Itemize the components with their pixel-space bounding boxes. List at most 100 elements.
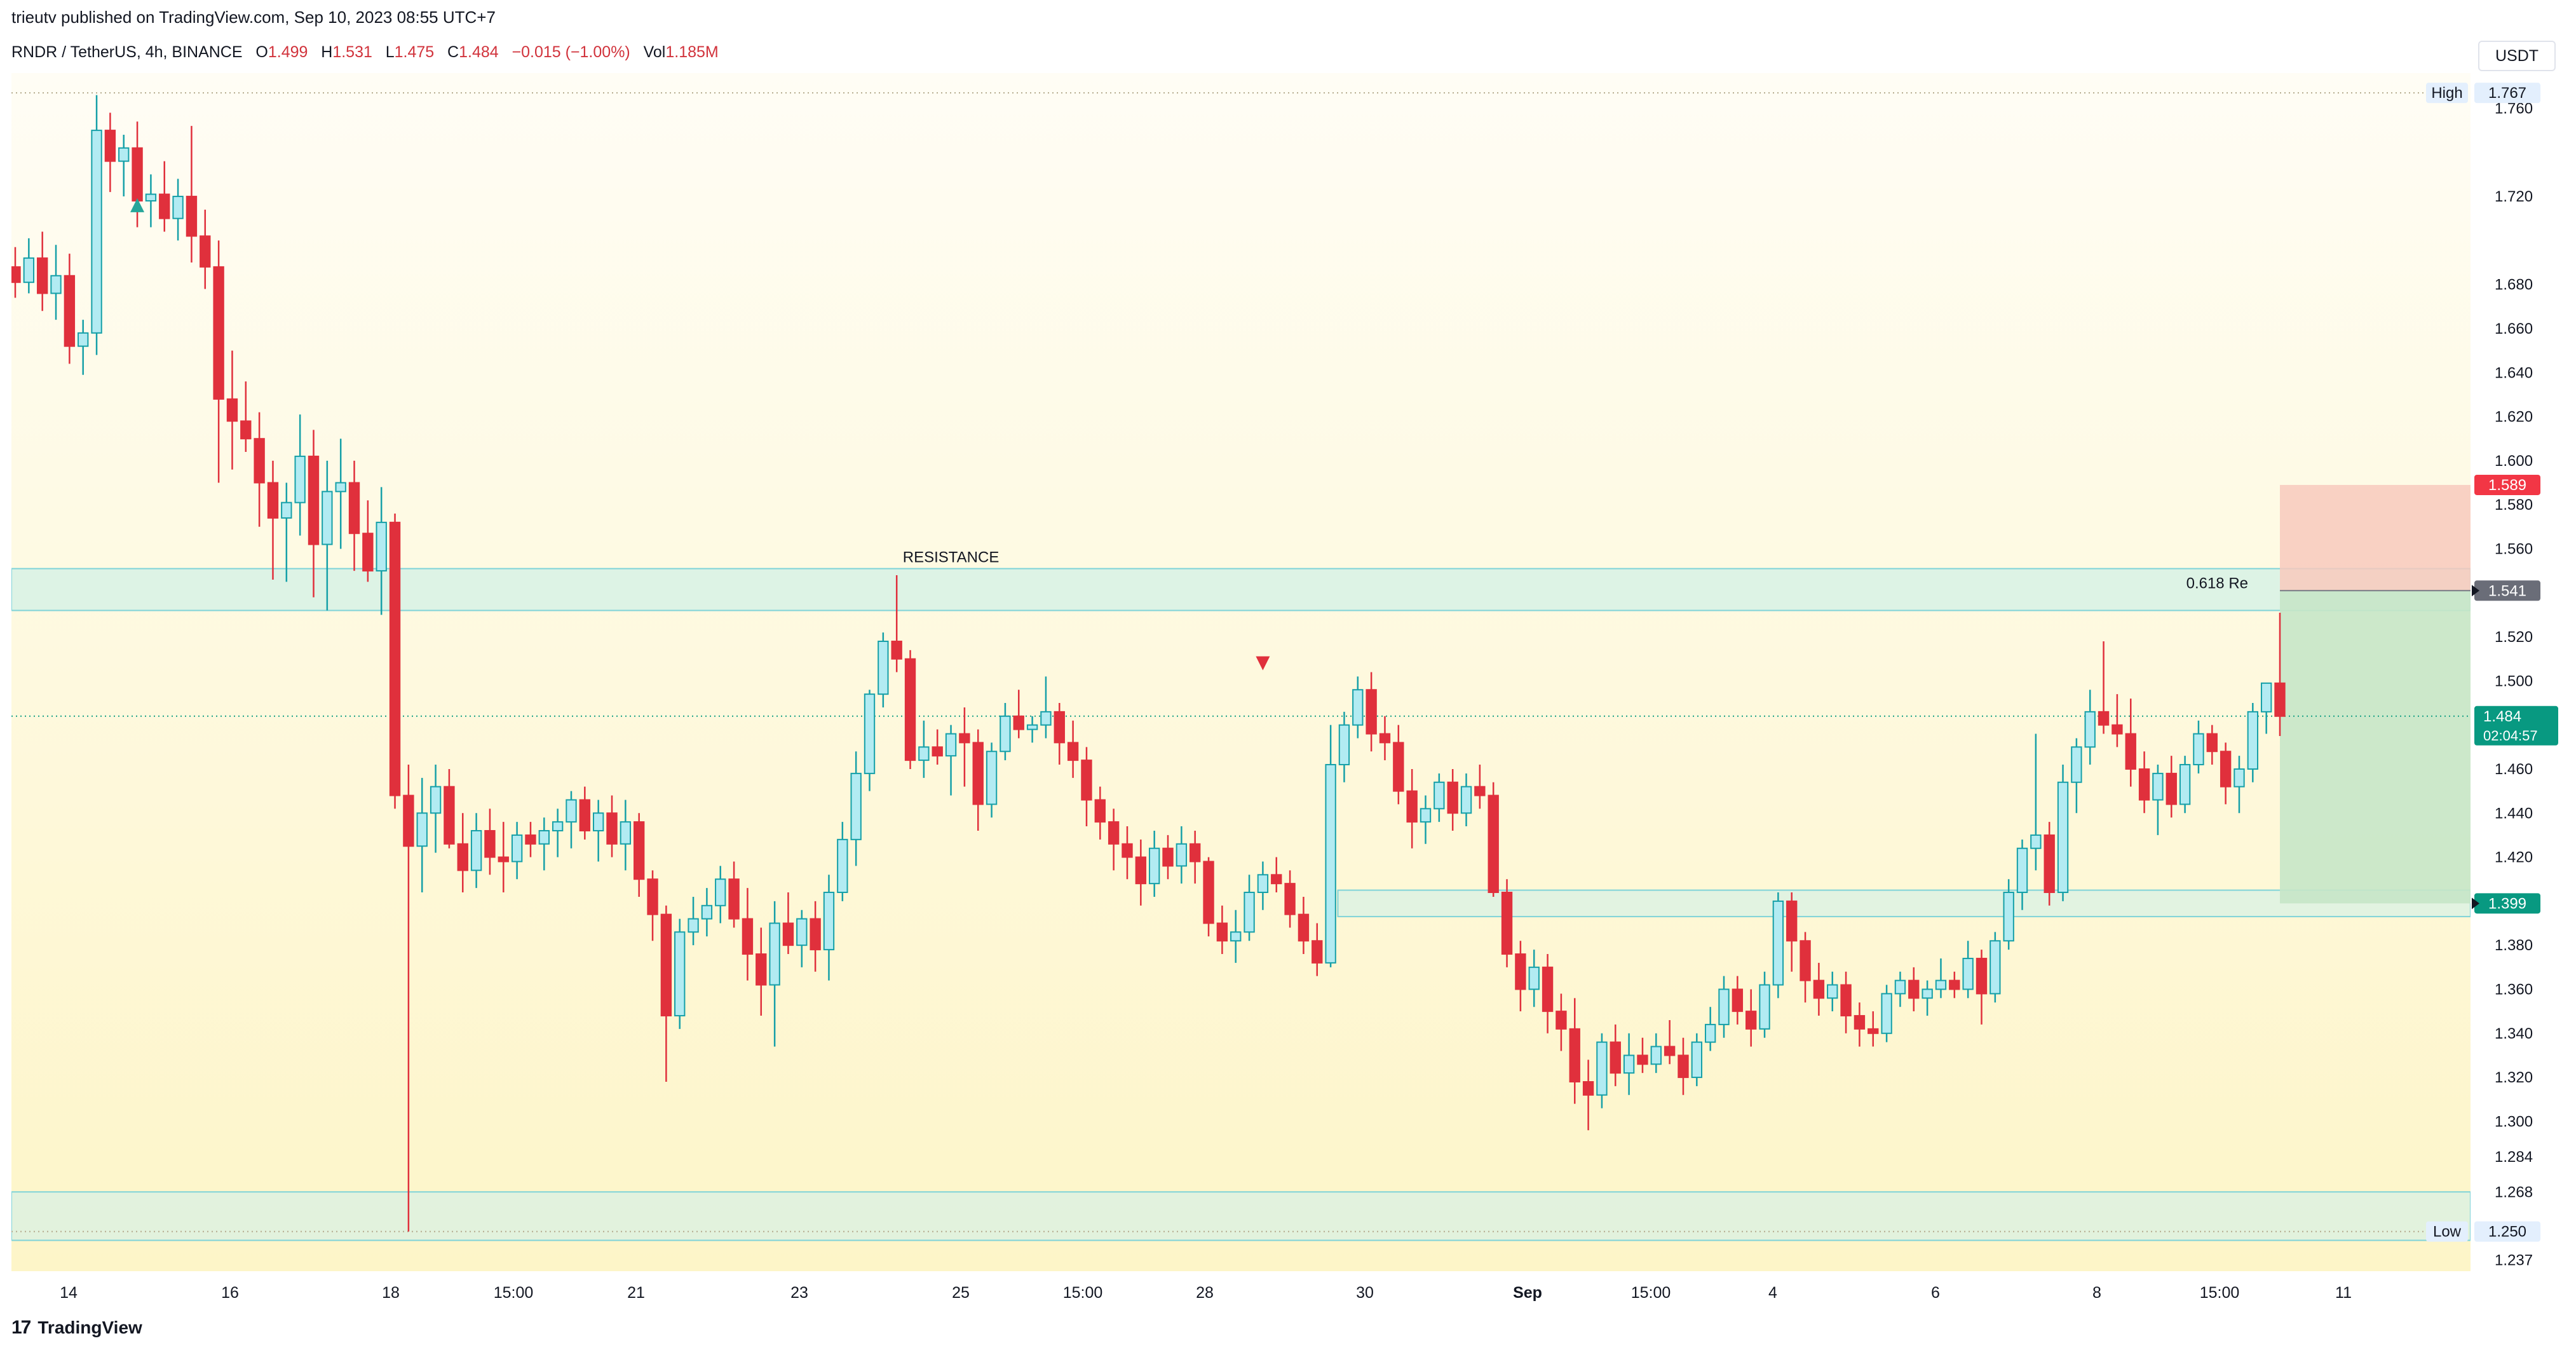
candle-body [267, 482, 279, 519]
candle-body [1244, 892, 1255, 933]
symbol-legend: RNDR / TetherUS, 4h, BINANCE O1.499 H1.5… [11, 43, 719, 62]
resistance-label: RESISTANCE [903, 549, 1000, 566]
chart-background [11, 73, 2471, 1271]
candle-body [742, 918, 754, 955]
price-tick-label: 1.340 [2495, 1025, 2533, 1042]
candle-body [525, 834, 536, 845]
candle-body [1596, 1041, 1608, 1096]
time-tick-label: 15:00 [1631, 1284, 1671, 1302]
buy-signal-icon [130, 198, 145, 212]
candle-body [878, 640, 889, 695]
price-tick-label: 1.300 [2495, 1113, 2533, 1130]
candle-body [1528, 966, 1540, 990]
candle-body [756, 953, 767, 986]
candle-body [592, 812, 604, 831]
price-tick-label: 1.680 [2495, 276, 2533, 294]
candle-body [2016, 847, 2028, 894]
candle-body [132, 147, 143, 201]
candle-body [1786, 900, 1798, 942]
price-tick-label: 1.360 [2495, 981, 2533, 998]
candle-body [1542, 966, 1554, 1012]
resistance-zone [11, 568, 2471, 611]
candle-body [1298, 913, 1310, 942]
candle-body [2071, 746, 2082, 783]
candle-body [986, 751, 998, 805]
candle-body [11, 266, 21, 283]
candle-body [2193, 733, 2204, 766]
candle-body [904, 658, 916, 761]
time-tick-label: 28 [1196, 1284, 1214, 1302]
candle-body [348, 482, 360, 535]
target-price-tag-label: 1.399 [2488, 895, 2526, 912]
open-label: O [255, 43, 268, 61]
candle-body [1894, 979, 1906, 995]
price-tick-label: 1.520 [2495, 629, 2533, 646]
candle-body [1582, 1081, 1594, 1096]
time-tick-label: 21 [627, 1284, 645, 1302]
time-tick-label: 30 [1356, 1284, 1374, 1302]
candle-body [538, 829, 550, 845]
candle-body [1406, 790, 1418, 823]
candle-body [1746, 1011, 1757, 1030]
candle-body [620, 821, 632, 845]
candle-body [1922, 988, 1933, 999]
candle-body [823, 892, 835, 951]
candle-body [498, 856, 509, 862]
symbol-name[interactable]: RNDR / TetherUS, 4h, BINANCE [11, 43, 243, 61]
published-line: trieutv published on TradingView.com, Se… [11, 8, 496, 27]
time-tick-label: 15:00 [494, 1284, 534, 1302]
support-zone [11, 1191, 2471, 1241]
candle-body [1759, 984, 1770, 1030]
candle-body [145, 193, 157, 201]
candle-body [2030, 834, 2042, 849]
candle-body [1040, 711, 1052, 726]
candle-body [2166, 772, 2177, 805]
entry-price-tag-label: 1.541 [2488, 582, 2526, 599]
candle-body [240, 420, 252, 440]
candle-body [1284, 883, 1296, 915]
candle-body [1840, 984, 1852, 1017]
candle-body [837, 838, 848, 894]
time-tick-label: 11 [2335, 1284, 2352, 1302]
candle-body [1271, 874, 1282, 885]
candle-body [1190, 843, 1201, 862]
tradingview-brand: 17 TradingView [11, 1317, 142, 1339]
candle-body [1800, 940, 1811, 981]
candle-body [945, 733, 957, 757]
high-price-tag [2474, 83, 2540, 104]
time-tick-label: 25 [952, 1284, 970, 1302]
open-value: 1.499 [268, 43, 308, 61]
current-price-tag [2474, 706, 2558, 746]
candle-body [1623, 1054, 1635, 1074]
candle-body [891, 640, 902, 660]
position-stop-area [2280, 484, 2471, 591]
candle-body [200, 235, 211, 268]
stop-price-tag [2474, 474, 2540, 495]
candle-body [769, 922, 780, 986]
candle-body [959, 733, 970, 744]
candle-body [2098, 711, 2110, 726]
candle-body [566, 799, 577, 823]
candle-body [1013, 715, 1024, 730]
candle-body [470, 829, 482, 871]
high-label: High [2431, 85, 2462, 102]
candle-body [1434, 781, 1445, 810]
candle-body [1691, 1041, 1703, 1079]
candle-body [660, 913, 672, 1017]
candle-body [918, 746, 930, 761]
price-tick-label: 1.500 [2495, 672, 2533, 690]
position-arrow-icon [2472, 897, 2479, 910]
candle-body [2112, 724, 2123, 735]
low-price-tag [2474, 1221, 2540, 1242]
candle-body [1610, 1041, 1621, 1074]
candle-body [2003, 892, 2014, 942]
candle-body [932, 746, 943, 757]
candle-body [1176, 843, 1188, 867]
candle-body [850, 772, 862, 840]
candle-body [2152, 772, 2164, 801]
price-tick-label: 1.620 [2495, 409, 2533, 426]
candle-body [1474, 786, 1486, 796]
candle-body [579, 799, 591, 831]
currency-button[interactable]: USDT [2478, 41, 2556, 71]
